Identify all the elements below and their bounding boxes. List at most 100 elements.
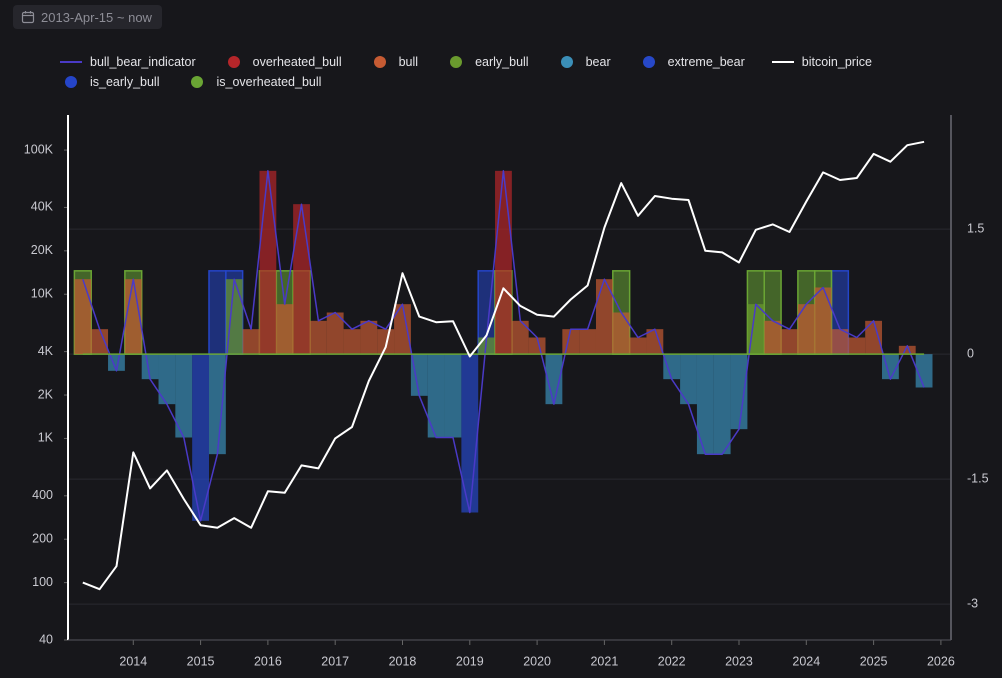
- regime-bar: [764, 320, 782, 355]
- regime-bar: [208, 354, 226, 455]
- regime-bar: [747, 304, 765, 355]
- date-range-chip[interactable]: 2013-Apr-15 ~ now: [13, 5, 162, 29]
- regime-bar: [444, 354, 462, 438]
- legend-item[interactable]: bitcoin_price: [771, 54, 872, 70]
- regime-bar: [562, 329, 580, 355]
- series-line: [82, 140, 925, 591]
- legend-item[interactable]: is_overheated_bull: [186, 74, 321, 90]
- legend-label: early_bull: [475, 55, 529, 69]
- regime-bar: [915, 354, 933, 388]
- x-tick-label: 2026: [927, 654, 955, 668]
- legend-item[interactable]: is_early_bull: [60, 74, 159, 90]
- y2-tick-label: -1.5: [967, 471, 989, 485]
- x-tick-label: 2019: [456, 654, 484, 668]
- regime-bar: [141, 354, 159, 380]
- regime-bar: [730, 354, 748, 430]
- regime-bar: [360, 320, 378, 355]
- y-tick-label: 1K: [38, 431, 54, 445]
- y-tick-label: 200: [32, 532, 53, 546]
- x-tick-label: 2017: [321, 654, 349, 668]
- x-tick-label: 2014: [119, 654, 147, 668]
- regime-bar: [293, 204, 310, 355]
- y-tick-label: 2K: [38, 387, 54, 401]
- legend-label: extreme_bear: [667, 55, 745, 69]
- legend-item[interactable]: extreme_bear: [638, 54, 745, 70]
- y-tick-label: 100K: [24, 142, 54, 156]
- regime-bar: [394, 304, 411, 355]
- regime-bar: [797, 304, 815, 355]
- legend-item[interactable]: overheated_bull: [223, 54, 342, 70]
- y-tick-label: 4K: [38, 344, 54, 358]
- regime-bar: [427, 354, 445, 438]
- legend-label: is_early_bull: [90, 75, 160, 89]
- legend-label: bitcoin_price: [801, 55, 872, 69]
- legend-swatch: [771, 61, 794, 63]
- regime-bar: [545, 354, 563, 405]
- regime-bar: [124, 279, 142, 355]
- regime-bar: [898, 345, 916, 355]
- legend-label: is_overheated_bull: [216, 75, 322, 89]
- regime-bar: [410, 354, 428, 396]
- legend-label: bull_bear_indicator: [90, 55, 196, 69]
- y-tick-label: 100: [32, 575, 53, 589]
- regime-bar: [646, 329, 664, 355]
- x-tick-label: 2022: [658, 654, 686, 668]
- legend-swatch: [560, 56, 573, 68]
- legend-swatch: [191, 76, 204, 88]
- regime-bar: [91, 329, 109, 355]
- y2-tick-label: -3: [967, 596, 978, 610]
- regime-bar: [242, 329, 260, 355]
- x-tick-label: 2016: [254, 654, 282, 668]
- calendar-icon: [21, 11, 35, 24]
- legend-label: overheated_bull: [252, 55, 342, 69]
- series-line: [82, 170, 925, 522]
- legend: bull_bear_indicator overheated_bull bull ea…: [60, 54, 980, 90]
- regime-bar: [814, 287, 832, 355]
- regime-bar: [495, 170, 512, 355]
- regime-bar: [74, 279, 92, 355]
- y-tick-label: 400: [32, 488, 53, 502]
- x-tick-label: 2023: [725, 654, 753, 668]
- x-tick-label: 2015: [187, 654, 215, 668]
- x-tick-label: 2018: [389, 654, 417, 668]
- legend-swatch: [65, 76, 77, 88]
- regime-bar: [629, 337, 647, 355]
- regime-bar: [713, 354, 731, 455]
- legend-swatch: [450, 56, 463, 68]
- regime-bar: [377, 329, 395, 355]
- regime-bar: [511, 320, 529, 355]
- y-tick-label: 20K: [31, 243, 54, 257]
- regime-bar: [343, 329, 361, 355]
- x-tick-label: 2025: [860, 654, 888, 668]
- y-tick-label: 10K: [31, 287, 54, 301]
- legend-item[interactable]: early_bull: [445, 54, 529, 70]
- regime-bar: [326, 312, 344, 355]
- x-tick-label: 2021: [590, 654, 618, 668]
- regime-bar: [175, 354, 193, 438]
- regime-bar: [108, 354, 125, 371]
- regime-bar: [680, 354, 697, 405]
- legend-item[interactable]: bull_bear_indicator: [60, 54, 196, 70]
- regime-bar: [528, 337, 546, 355]
- legend-swatch: [60, 61, 82, 63]
- regime-bar: [309, 320, 327, 355]
- regime-bar: [882, 354, 899, 380]
- date-range-text: 2013-Apr-15 ~ now: [41, 9, 152, 25]
- legend-label: bull: [398, 55, 419, 69]
- regime-bar: [158, 354, 176, 405]
- regime-bar: [192, 354, 209, 521]
- flag-bar: [208, 270, 227, 355]
- regime-bar: [612, 312, 630, 355]
- regime-bar: [595, 279, 613, 355]
- legend-swatch: [227, 56, 240, 68]
- x-tick-label: 2024: [792, 654, 820, 668]
- y-tick-label: 40: [39, 632, 53, 646]
- regime-bar: [696, 354, 714, 455]
- legend-item[interactable]: bear: [556, 54, 611, 70]
- legend-item[interactable]: bull: [369, 54, 418, 70]
- regime-bar: [579, 329, 596, 355]
- regime-bar: [865, 320, 883, 355]
- y2-tick-label: 0: [967, 346, 974, 360]
